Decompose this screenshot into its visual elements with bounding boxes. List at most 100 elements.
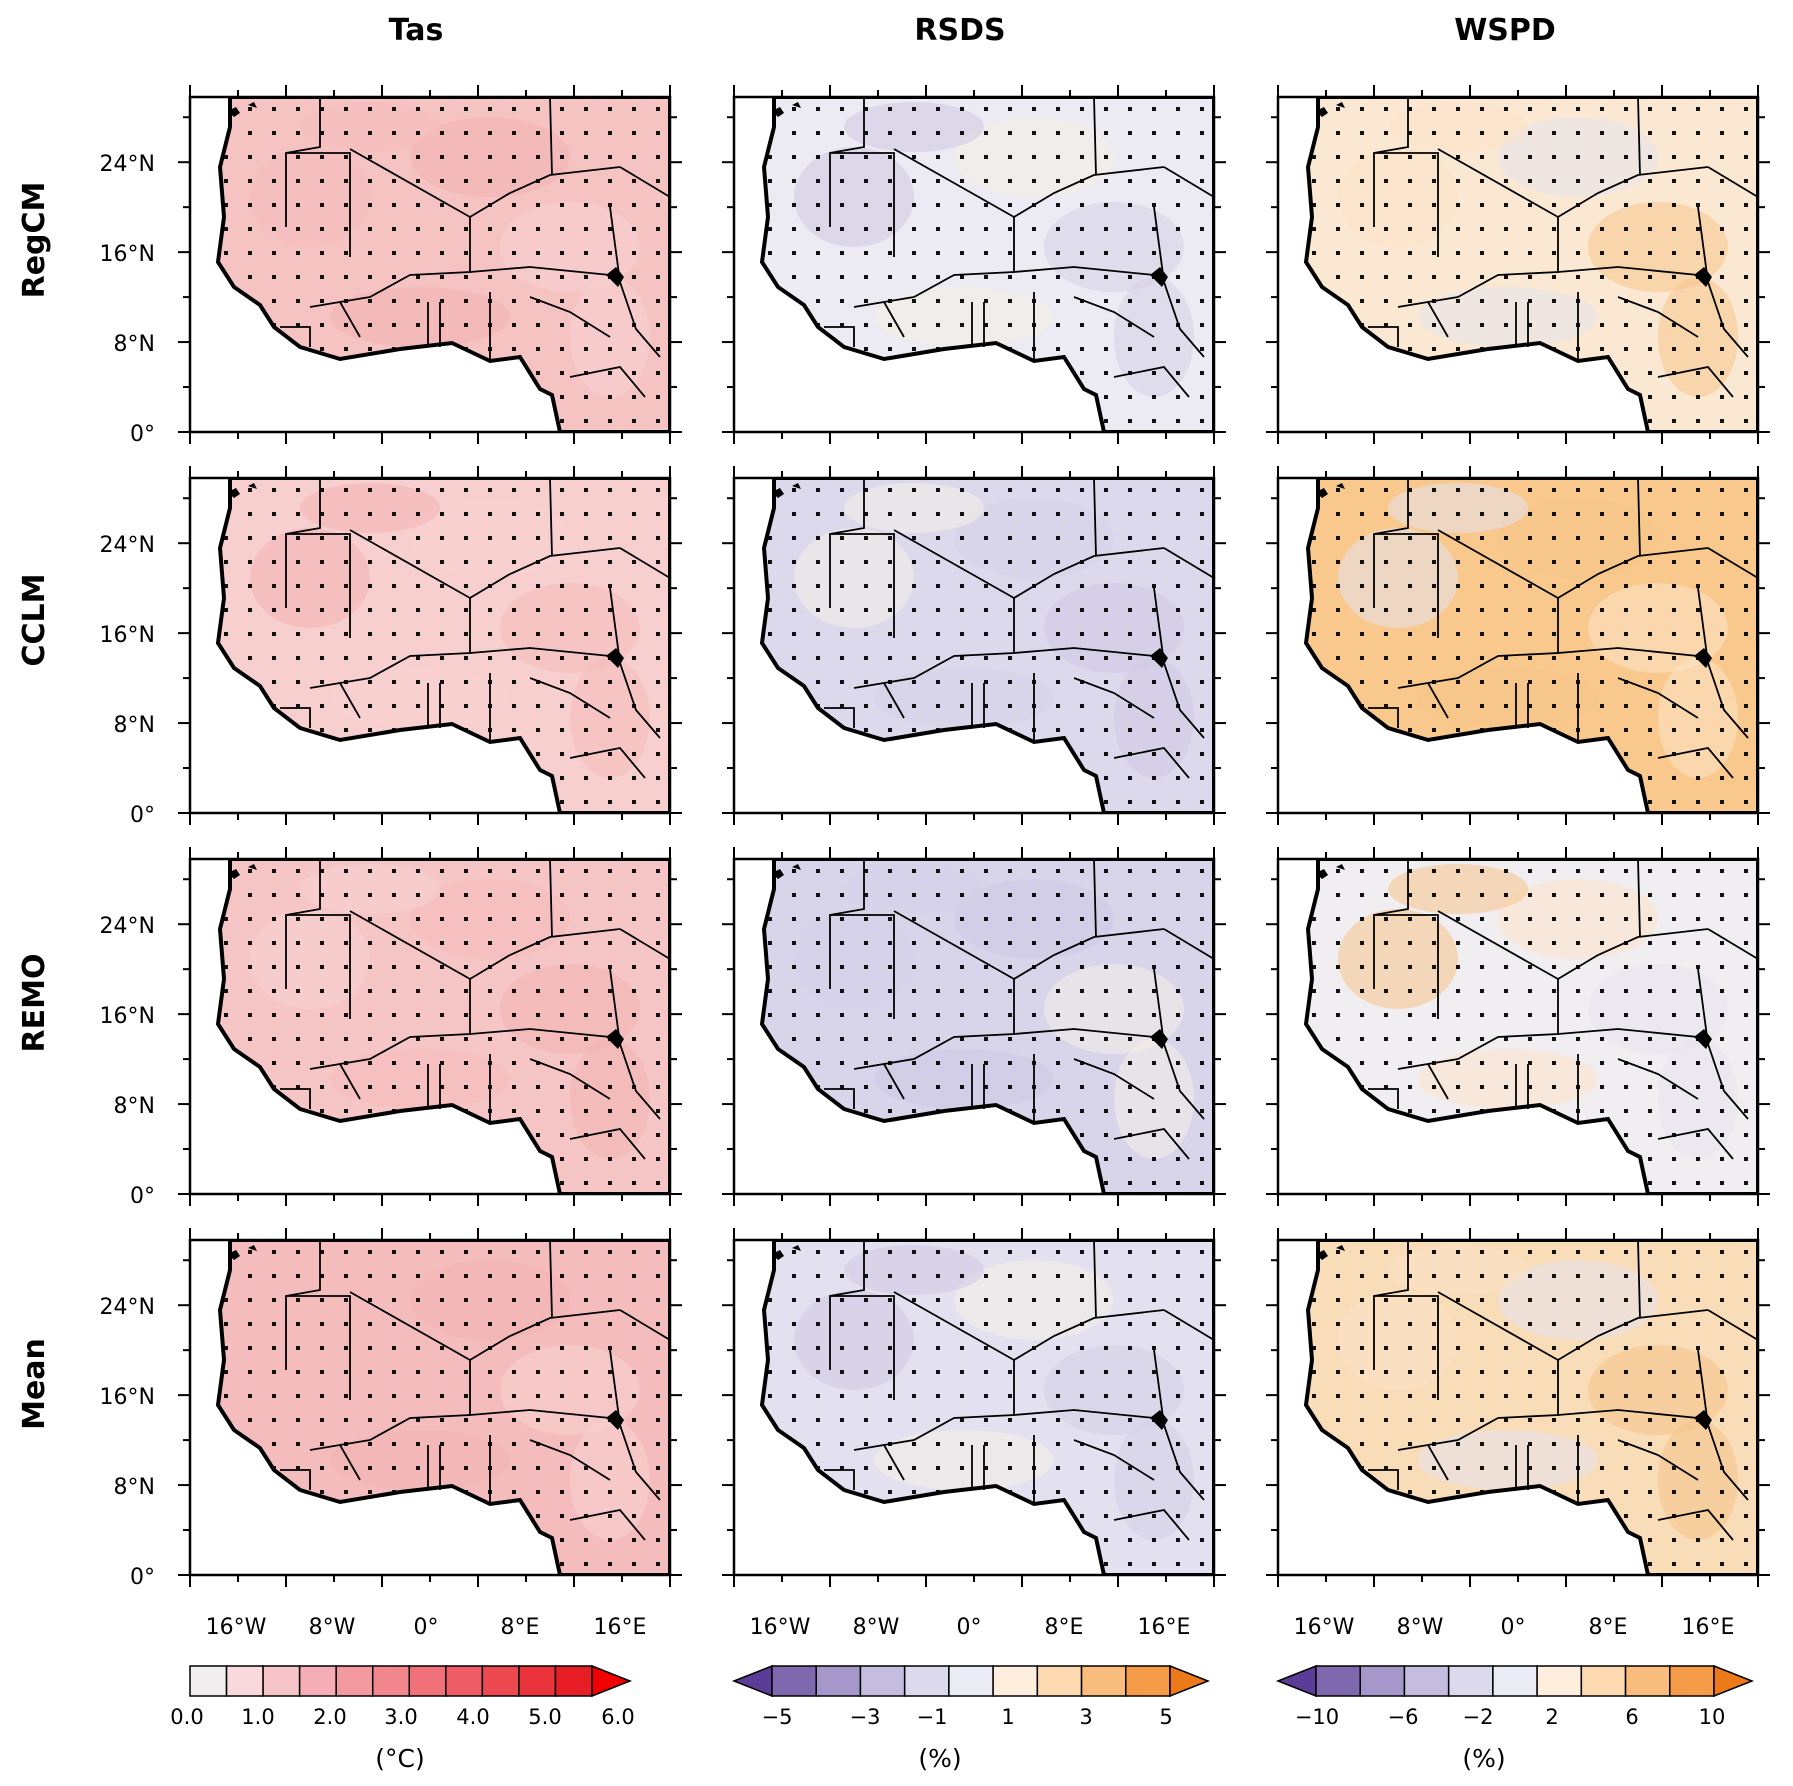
country-border [1153,206,1205,358]
colorbar-box [262,1665,301,1697]
country-border [619,166,670,198]
colorbar-box [859,1665,906,1697]
canary-islands [772,1245,801,1260]
country-border [1368,1469,1399,1490]
country-border [824,707,855,728]
lon-label: 16°E [1138,1615,1191,1640]
lon-label: 16°E [594,1615,647,1640]
lat-label: 24°N [100,533,155,558]
country-border [286,914,351,1019]
colorbar-unit: (%) [1462,1744,1505,1773]
panel-content [190,478,670,813]
country-border [549,97,553,176]
canary-islands [1316,483,1345,498]
panel-content [734,97,1214,432]
country-border [1093,859,1097,938]
country-border [609,968,661,1120]
country-border [1697,968,1749,1120]
colorbar-box [189,1665,228,1697]
country-border [1437,148,1709,219]
country-border [349,148,621,219]
country-border [1163,1309,1214,1341]
lake-chad [606,1410,624,1430]
country-border [309,301,361,338]
country-border [619,547,670,579]
lon-label: 8°W [309,1615,356,1640]
country-border [1093,1240,1097,1319]
lake-chad [1694,267,1712,287]
colorbar-box [481,1665,520,1697]
country-border [1437,529,1709,600]
coastline [215,97,670,432]
country-border [609,206,661,358]
country-border [309,1444,361,1481]
lat-label: 24°N [100,152,155,177]
country-border [1397,1444,1449,1481]
country-border [1374,533,1439,638]
country-border [349,1291,621,1362]
colorbar-label: 3 [1079,1705,1092,1729]
lat-label: 16°N [100,623,155,648]
country-border [883,979,1015,1065]
country-border [280,326,311,347]
country-border [569,1128,646,1160]
significance-stipple [762,478,1214,813]
colorbar-label: −2 [1463,1705,1494,1729]
colorbar-label: 6 [1625,1705,1638,1729]
lon-label: 8°E [501,1615,540,1640]
lat-label: 0° [130,803,155,828]
panel-content [190,859,670,1194]
country-border [1697,206,1749,358]
panel-cclm-rsds [722,466,1226,825]
canary-islands [1316,864,1345,879]
colorbar-unit: (%) [918,1744,961,1773]
lon-label: 0° [414,1615,439,1640]
colorbar-label: −1 [917,1705,948,1729]
panel-mean-wspd [1266,1228,1770,1587]
country-border [883,1360,1015,1446]
country-border [1153,587,1205,739]
colorbar-box [1669,1665,1715,1697]
country-border [1617,677,1699,719]
country-border [883,217,1015,303]
lat-label: 8°N [114,1094,155,1119]
lon-label: 0° [957,1615,982,1640]
colorbar-arrow-left [731,1664,773,1698]
country-border [1637,859,1641,938]
country-border [569,366,646,398]
lake-chad [606,267,624,287]
country-border [1013,1409,1155,1419]
lat-labels-regcm: 24°N 16°N 8°N 0° [100,152,155,447]
lake-chad [1694,648,1712,668]
lon-label: 16°W [1294,1615,1355,1640]
significance-stipple [218,97,670,432]
lat-label: 24°N [100,914,155,939]
country-border [1637,1240,1641,1319]
country-border [469,266,611,276]
country-border [469,1409,611,1419]
country-border [853,682,905,719]
lake-chad [1694,1410,1712,1430]
country-border [1617,1058,1699,1100]
canary-islands [772,102,801,117]
lat-label: 16°N [100,242,155,267]
country-border [830,533,895,638]
country-border [469,1028,611,1038]
country-border [1374,914,1439,1019]
country-border [1707,928,1758,960]
country-border [1427,1360,1559,1446]
country-border [1657,366,1734,398]
colorbar-label: −10 [1295,1705,1339,1729]
colorbar-box [335,1665,374,1697]
country-border [893,529,1165,600]
lon-label: 0° [1501,1615,1526,1640]
significance-stipple [762,859,1214,1194]
canary-islands [228,864,257,879]
lon-labels-wspd: 16°W 8°W 0° 8°E 16°E [1294,1615,1735,1640]
lon-labels-tas: 16°W 8°W 0° 8°E 16°E [206,1615,647,1640]
country-border [1697,1349,1749,1501]
lat-label: 8°N [114,332,155,357]
colorbar-box [948,1665,994,1697]
significance-stipple [1306,1240,1758,1575]
significance-stipple [762,1240,1214,1575]
